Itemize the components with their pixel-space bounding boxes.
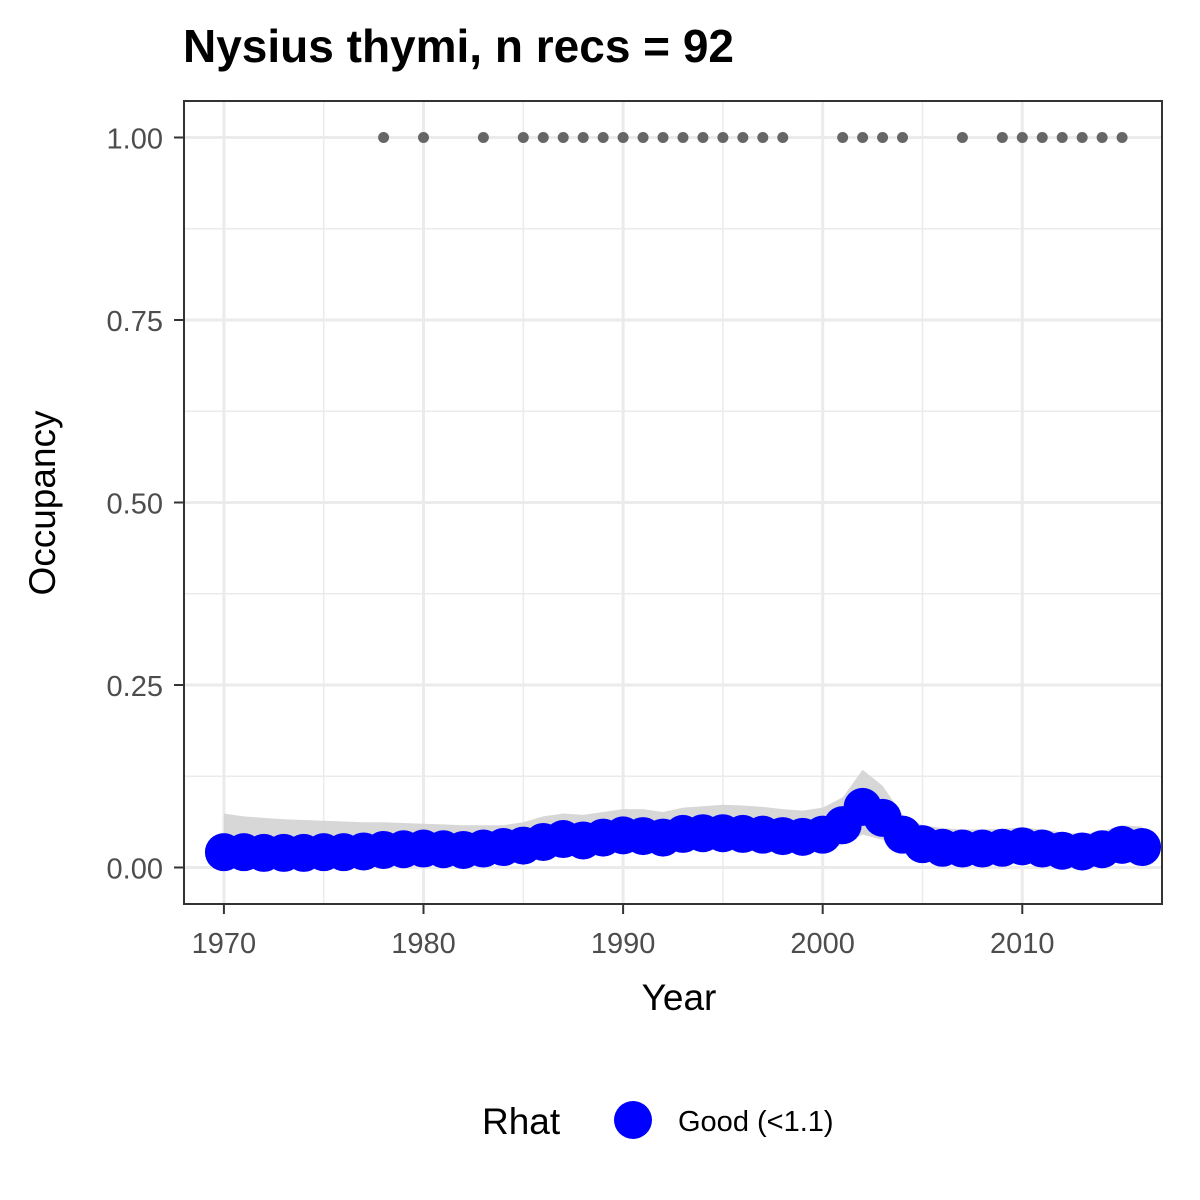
record-point (537, 132, 549, 143)
x-tick-label: 2000 (790, 928, 855, 960)
occupancy-series (204, 787, 1162, 872)
record-point (1076, 132, 1088, 143)
record-point (717, 132, 729, 143)
axes: 1970 1980 1990 2000 2010 0.00 0.25 0.50 0.75 1.00 (107, 124, 1055, 961)
record-point (837, 132, 849, 143)
y-tick-label: 0.75 (107, 306, 163, 338)
record-point (1016, 132, 1028, 143)
record-point (1036, 132, 1048, 143)
y-tick-label: 0.50 (107, 489, 163, 521)
record-point (617, 132, 629, 143)
record-point (1056, 132, 1068, 143)
record-point (517, 132, 529, 143)
x-axis-title: Year (642, 977, 717, 1018)
record-point (956, 132, 968, 143)
record-point (477, 132, 489, 143)
record-point (757, 132, 769, 143)
record-points (378, 132, 1128, 143)
legend-title: Rhat (482, 1101, 561, 1142)
x-tick-label: 2010 (990, 928, 1055, 960)
record-point (637, 132, 649, 143)
record-point (677, 132, 689, 143)
record-point (777, 132, 789, 143)
record-point (996, 132, 1008, 143)
record-point (557, 132, 569, 143)
x-tick-label: 1980 (391, 928, 456, 960)
y-tick-label: 0.25 (107, 671, 163, 703)
record-point (697, 132, 709, 143)
record-point (597, 132, 609, 143)
record-point (657, 132, 669, 143)
grid-lines (184, 101, 1162, 904)
legend-key-good (614, 1101, 652, 1139)
chart-title: Nysius thymi, n recs = 92 (183, 20, 734, 72)
legend: Rhat Good (<1.1) (482, 1101, 834, 1142)
y-axis-title: Occupancy (22, 410, 63, 596)
occupancy-point (1123, 828, 1162, 867)
legend-label-good: Good (<1.1) (678, 1106, 834, 1138)
record-point (897, 132, 909, 143)
record-point (1116, 132, 1128, 143)
y-tick-label: 0.00 (107, 854, 163, 886)
x-tick-label: 1990 (591, 928, 656, 960)
record-point (1096, 132, 1108, 143)
record-point (877, 132, 889, 143)
record-point (378, 132, 390, 143)
record-point (577, 132, 589, 143)
record-point (418, 132, 430, 143)
y-tick-label: 1.00 (107, 124, 163, 156)
x-tick-label: 1970 (192, 928, 257, 960)
record-point (857, 132, 869, 143)
record-point (737, 132, 749, 143)
